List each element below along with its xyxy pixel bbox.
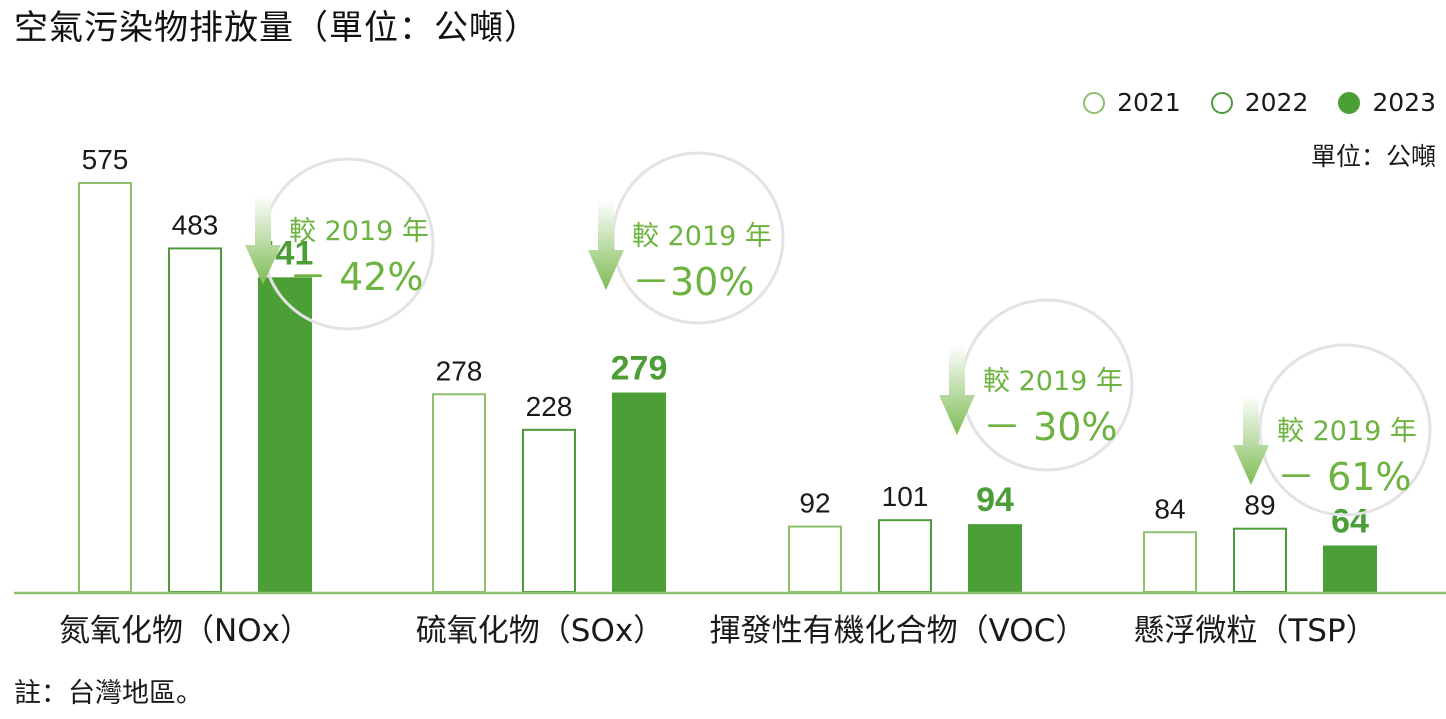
bar-2023-0	[258, 277, 312, 593]
bar-2023-2	[968, 524, 1022, 593]
value-label-2021-2: 92	[799, 488, 830, 519]
chart-legend: 2021 2022 2023	[1083, 86, 1436, 120]
legend-label-2023: 2023	[1372, 88, 1436, 117]
value-label-2022-3: 89	[1244, 490, 1275, 521]
category-label-1: 硫氧化物（SOx）	[416, 613, 664, 649]
annotation-text-0: 較 2019 年	[289, 216, 429, 247]
bar-2021-3	[1143, 531, 1197, 593]
bar-2022-3	[1233, 527, 1287, 593]
value-label-2022-0: 483	[172, 209, 219, 240]
value-label-2023-2: 94	[976, 481, 1014, 519]
value-label-2021-0: 575	[82, 144, 129, 175]
category-label-3: 懸浮微粒（TSP）	[1133, 613, 1376, 649]
category-label-0: 氮氧化物（NOx）	[59, 613, 311, 649]
annotation-text-3: 較 2019 年	[1277, 416, 1417, 447]
value-label-2022-1: 228	[526, 391, 573, 422]
annotation-text-2: 較 2019 年	[983, 366, 1123, 397]
down-arrow-icon	[245, 195, 281, 285]
annotation-value-1: －30%	[632, 260, 754, 304]
legend-label-2022: 2022	[1244, 88, 1309, 117]
down-arrow-icon	[588, 200, 624, 290]
legend-swatch-2021	[1083, 92, 1106, 114]
legend-item-2022: 2022	[1210, 86, 1309, 120]
bar-2022-1	[522, 428, 576, 593]
bar-2021-2	[788, 525, 842, 593]
page-title: 空氣污染物排放量（單位：公噸）	[14, 8, 539, 48]
bar-2022-0	[168, 247, 222, 593]
bar-2021-0	[78, 182, 132, 593]
value-label-2021-1: 278	[436, 355, 483, 386]
legend-item-2021: 2021	[1083, 86, 1181, 120]
annotation-value-3: － 61%	[1277, 455, 1412, 499]
down-arrow-icon	[1233, 395, 1269, 485]
legend-swatch-2023	[1338, 92, 1361, 114]
annotation-text-1: 較 2019 年	[632, 221, 772, 252]
legend-swatch-2022	[1210, 92, 1233, 114]
bar-2023-3	[1323, 545, 1377, 593]
annotation-value-0: － 42%	[289, 255, 424, 299]
down-arrow-icon	[939, 345, 975, 435]
annotation-value-2: － 30%	[983, 405, 1118, 449]
value-label-2021-3: 84	[1154, 493, 1185, 524]
unit-label: 單位：公噸	[1310, 142, 1436, 171]
bar-2023-1	[612, 392, 666, 593]
bar-2022-2	[878, 519, 932, 593]
legend-item-2023: 2023	[1338, 86, 1436, 120]
bar-2021-1	[432, 393, 486, 593]
legend-label-2021: 2021	[1117, 88, 1181, 117]
footnote: 註：台灣地區。	[14, 678, 203, 709]
annotation-circle-3	[1258, 343, 1432, 517]
category-label-2: 揮發性有機化合物（VOC）	[710, 613, 1087, 649]
value-label-2023-3: 64	[1331, 502, 1369, 540]
value-label-2022-2: 101	[882, 481, 929, 512]
value-label-2023-1: 279	[611, 350, 668, 388]
